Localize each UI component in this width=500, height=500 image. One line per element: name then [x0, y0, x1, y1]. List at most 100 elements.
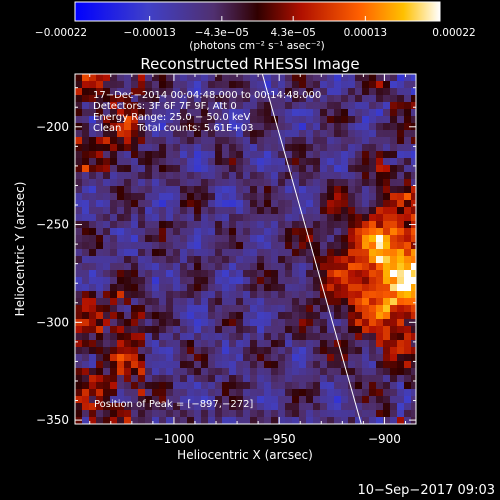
heatmap-cell — [131, 347, 138, 354]
heatmap-cell — [187, 137, 194, 144]
heatmap-cell — [383, 144, 390, 151]
heatmap-cell — [208, 95, 215, 102]
heatmap-cell — [376, 95, 383, 102]
heatmap-cell — [208, 235, 215, 242]
heatmap-cell — [96, 361, 103, 368]
heatmap-cell — [173, 249, 180, 256]
heatmap-cell — [313, 312, 320, 319]
heatmap-cell — [131, 116, 138, 123]
heatmap-cell — [299, 116, 306, 123]
heatmap-cell — [145, 109, 152, 116]
heatmap-cell — [292, 263, 299, 270]
heatmap-cell — [194, 284, 201, 291]
heatmap-cell — [292, 95, 299, 102]
heatmap-cell — [82, 277, 89, 284]
heatmap-cell — [320, 277, 327, 284]
heatmap-cell — [292, 319, 299, 326]
heatmap-cell — [369, 193, 376, 200]
heatmap-cell — [320, 137, 327, 144]
heatmap-cell — [82, 396, 89, 403]
heatmap-cell — [145, 340, 152, 347]
heatmap-cell — [89, 130, 96, 137]
heatmap-cell — [278, 165, 285, 172]
heatmap-cell — [166, 382, 173, 389]
annotation-clean-counts: Clean Total counts: 5.61E+03 — [93, 123, 253, 134]
heatmap-cell — [236, 277, 243, 284]
heatmap-cell — [355, 242, 362, 249]
heatmap-cell — [348, 270, 355, 277]
heatmap-cell — [96, 102, 103, 109]
heatmap-cell — [355, 347, 362, 354]
heatmap-cell — [271, 375, 278, 382]
heatmap-cell — [166, 200, 173, 207]
heatmap-cell — [166, 158, 173, 165]
heatmap-cell — [110, 403, 117, 410]
heatmap-cell — [411, 326, 416, 333]
heatmap-cell — [264, 109, 271, 116]
heatmap-cell — [103, 382, 110, 389]
heatmap-cell — [362, 382, 369, 389]
heatmap-cell — [180, 403, 187, 410]
heatmap-cell — [208, 137, 215, 144]
heatmap-cell — [313, 102, 320, 109]
heatmap-cell — [369, 130, 376, 137]
heatmap-cell — [348, 368, 355, 375]
heatmap-cell — [201, 74, 208, 81]
heatmap-cell — [306, 340, 313, 347]
heatmap-cell — [348, 151, 355, 158]
heatmap-cell — [292, 368, 299, 375]
heatmap-cell — [236, 249, 243, 256]
heatmap-cell — [236, 151, 243, 158]
heatmap-cell — [152, 298, 159, 305]
heatmap-cell — [264, 214, 271, 221]
heatmap-cell — [194, 403, 201, 410]
heatmap-cell — [131, 88, 138, 95]
heatmap-cell — [124, 242, 131, 249]
heatmap-cell — [82, 340, 89, 347]
heatmap-cell — [236, 158, 243, 165]
heatmap-cell — [327, 88, 334, 95]
heatmap-cell — [131, 130, 138, 137]
heatmap-cell — [145, 179, 152, 186]
heatmap-cell — [355, 403, 362, 410]
heatmap-cell — [390, 116, 397, 123]
solar-limb-line — [261, 73, 362, 425]
heatmap-cell — [278, 88, 285, 95]
heatmap-cell — [411, 214, 416, 221]
heatmap-cell — [397, 151, 404, 158]
heatmap-cell — [159, 214, 166, 221]
heatmap-cell — [278, 305, 285, 312]
heatmap-cell — [152, 410, 159, 417]
heatmap-cell — [334, 214, 341, 221]
heatmap-cell — [243, 319, 250, 326]
heatmap-cell — [201, 340, 208, 347]
heatmap-cell — [257, 74, 264, 81]
heatmap-cell — [215, 186, 222, 193]
heatmap-cell — [215, 284, 222, 291]
heatmap-cell — [257, 235, 264, 242]
heatmap-cell — [152, 333, 159, 340]
heatmap-cell — [376, 368, 383, 375]
heatmap-cell — [313, 144, 320, 151]
heatmap-cell — [327, 144, 334, 151]
heatmap-cell — [320, 368, 327, 375]
heatmap-cell — [306, 284, 313, 291]
heatmap-cell — [334, 249, 341, 256]
heatmap-cell — [264, 382, 271, 389]
heatmap-cell — [397, 403, 404, 410]
heatmap-cell — [397, 207, 404, 214]
heatmap-cell — [390, 130, 397, 137]
heatmap-cell — [194, 347, 201, 354]
colorbar-tick-label: −0.00013 — [124, 27, 176, 39]
heatmap-cell — [250, 277, 257, 284]
heatmap-cell — [390, 277, 397, 284]
heatmap-cell — [257, 165, 264, 172]
heatmap-cell — [208, 312, 215, 319]
heatmap-cell — [152, 214, 159, 221]
heatmap-cell — [145, 249, 152, 256]
heatmap-cell — [173, 256, 180, 263]
heatmap-cell — [348, 137, 355, 144]
heatmap-cell — [376, 228, 383, 235]
heatmap-cell — [411, 172, 416, 179]
heatmap-cell — [341, 172, 348, 179]
